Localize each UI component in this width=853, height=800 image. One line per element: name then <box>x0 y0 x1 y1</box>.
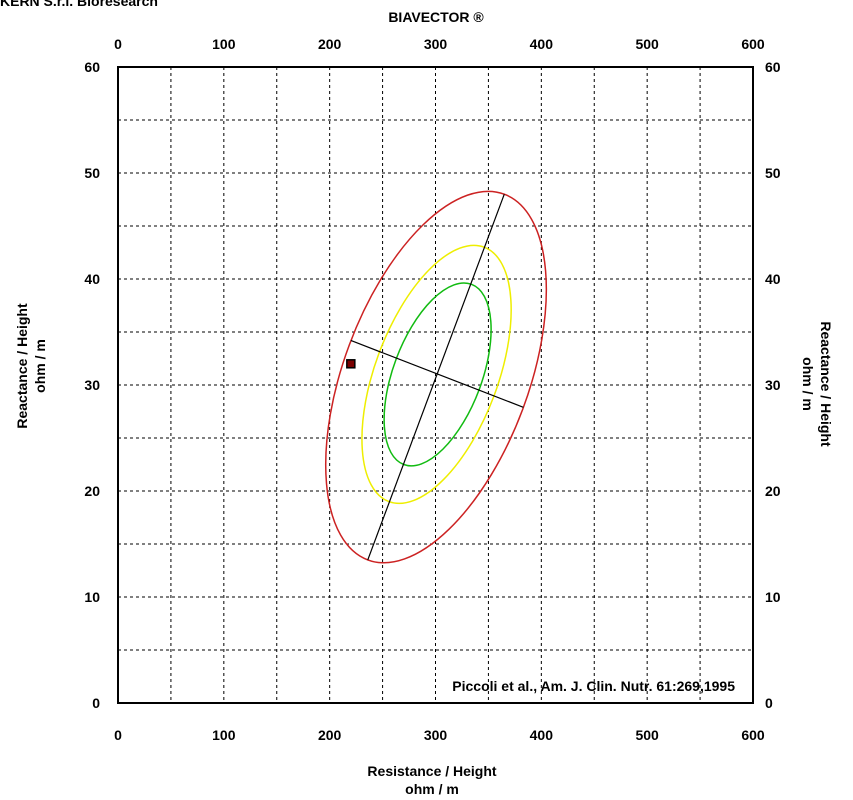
x-axis-label-line1: Resistance / Height <box>367 763 496 779</box>
y-tick-label-right: 30 <box>765 377 781 393</box>
plot-frame <box>117 66 754 704</box>
y-tick-label-right: 0 <box>765 695 773 711</box>
y-axis-label-left-line2: ohm / m <box>32 339 48 393</box>
y-tick-label-right: 40 <box>765 271 781 287</box>
y-tick-label-left: 50 <box>84 165 100 181</box>
y-tick-label-left: 0 <box>92 695 100 711</box>
x-tick-label-top: 200 <box>318 36 342 52</box>
x-tick-label-bottom: 600 <box>741 727 765 743</box>
x-tick-label-top: 0 <box>114 36 122 52</box>
y-axis-label-right-line1: Reactance / Height <box>818 321 834 447</box>
y-tick-label-left: 30 <box>84 377 100 393</box>
ellipse-axis-lines <box>350 193 524 561</box>
y-tick-label-right: 10 <box>765 589 781 605</box>
x-tick-label-bottom: 100 <box>212 727 236 743</box>
y-tick-label-right: 60 <box>765 59 781 75</box>
x-tick-label-top: 500 <box>635 36 659 52</box>
x-tick-label-top: 300 <box>424 36 448 52</box>
data-points <box>346 359 356 369</box>
company-label: KERN S.r.l. Bioresearch <box>0 0 158 9</box>
x-tick-label-bottom: 300 <box>424 727 448 743</box>
y-tick-label-left: 20 <box>84 483 100 499</box>
x-axis-label-line2: ohm / m <box>405 781 459 797</box>
chart-title: BIAVECTOR ® <box>388 9 484 25</box>
ellipse-axis-line <box>367 193 505 561</box>
x-tick-label-bottom: 500 <box>635 727 659 743</box>
y-tick-label-right: 50 <box>765 165 781 181</box>
x-tick-label-bottom: 0 <box>114 727 122 743</box>
y-tick-label-left: 10 <box>84 589 100 605</box>
y-axis-label-right-line2: ohm / m <box>800 357 816 411</box>
y-axis-label-left-line1: Reactance / Height <box>14 303 30 429</box>
x-tick-label-top: 600 <box>741 36 765 52</box>
x-tick-label-top: 400 <box>530 36 554 52</box>
data-point <box>346 359 356 369</box>
y-tick-label-left: 40 <box>84 271 100 287</box>
y-tick-label-right: 20 <box>765 483 781 499</box>
x-tick-label-bottom: 200 <box>318 727 342 743</box>
grid-lines <box>118 67 753 703</box>
ellipse-axis-line <box>350 339 524 408</box>
x-tick-label-bottom: 400 <box>530 727 554 743</box>
y-tick-label-left: 60 <box>84 59 100 75</box>
citation-annotation: Piccoli et al., Am. J. Clin. Nutr. 61:26… <box>452 678 735 694</box>
x-tick-label-top: 100 <box>212 36 236 52</box>
